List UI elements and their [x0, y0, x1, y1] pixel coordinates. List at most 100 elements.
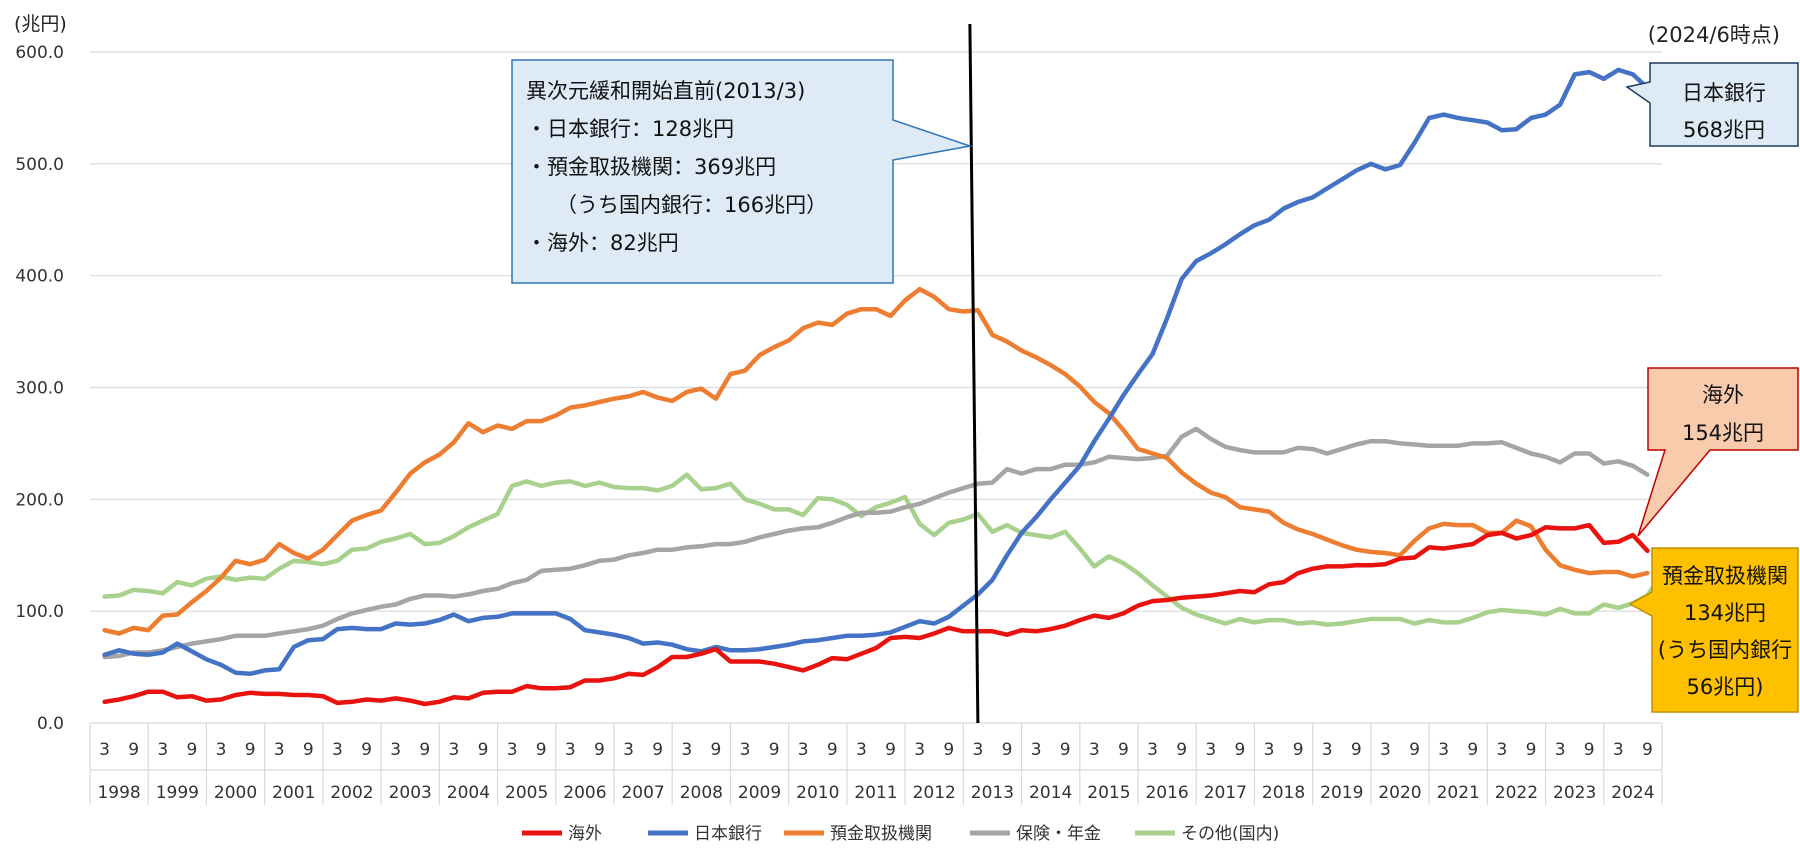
- foreign-callout: 海外 154兆円: [1637, 367, 1799, 537]
- x-month-tick-label: 9: [1293, 740, 1304, 760]
- y-tick-label: 100.0: [15, 602, 64, 622]
- x-month-tick-label: 9: [769, 740, 780, 760]
- x-month-tick-label: 3: [1380, 740, 1391, 760]
- foreign-callout-value: 154兆円: [1682, 421, 1764, 445]
- x-month-tick-label: 3: [740, 740, 751, 760]
- x-year-label: 2012: [913, 783, 956, 803]
- y-tick-label: 0.0: [37, 714, 64, 734]
- x-year-label: 2017: [1204, 783, 1247, 803]
- x-year-label: 2016: [1145, 783, 1188, 803]
- x-month-tick-label: 3: [1031, 740, 1042, 760]
- x-month-tick-label: 3: [1438, 740, 1449, 760]
- x-year-label: 2015: [1087, 783, 1130, 803]
- x-month-tick-label: 9: [303, 740, 314, 760]
- x-year-label: 2000: [214, 783, 257, 803]
- x-month-tick-label: 3: [1147, 740, 1158, 760]
- x-month-tick-label: 9: [1351, 740, 1362, 760]
- x-month-tick-label: 3: [1264, 740, 1275, 760]
- y-unit-label: (兆円): [14, 13, 67, 35]
- x-month-tick-label: 3: [565, 740, 576, 760]
- deposit-callout-value: 134兆円: [1684, 601, 1766, 625]
- x-month-tick-label: 9: [128, 740, 139, 760]
- legend-label: 保険・年金: [1016, 824, 1101, 844]
- y-tick-label: 400.0: [15, 267, 64, 287]
- as-of-label: (2024/6時点): [1648, 23, 1780, 47]
- easing-callout-boj: ・日本銀行：128兆円: [526, 117, 734, 141]
- x-month-tick-label: 3: [157, 740, 168, 760]
- x-month-tick-label: 9: [1409, 740, 1420, 760]
- x-year-label: 2011: [854, 783, 897, 803]
- x-year-label: 2007: [621, 783, 664, 803]
- foreign-callout-name: 海外: [1702, 383, 1744, 407]
- x-month-tick-label: 3: [99, 740, 110, 760]
- y-tick-label: 200.0: [15, 490, 64, 510]
- x-month-tick-label: 9: [1060, 740, 1071, 760]
- x-year-label: 1999: [156, 783, 199, 803]
- y-tick-label: 500.0: [15, 155, 64, 175]
- easing-callout-deposit: ・預金取扱機関：369兆円: [526, 155, 776, 179]
- easing-callout-title: 異次元緩和開始直前(2013/3): [526, 79, 805, 103]
- easing-callout: 異次元緩和開始直前(2013/3) ・日本銀行：128兆円 ・預金取扱機関：36…: [511, 59, 973, 284]
- x-year-label: 2004: [447, 783, 490, 803]
- series-line-2: [102, 67, 1650, 677]
- series-lines: [102, 67, 1665, 707]
- x-month-tick-label: 9: [186, 740, 197, 760]
- x-year-label: 2019: [1320, 783, 1363, 803]
- x-month-tick-label: 9: [594, 740, 605, 760]
- x-month-tick-label: 9: [652, 740, 663, 760]
- x-year-label: 2020: [1378, 783, 1421, 803]
- deposit-callout-name: 預金取扱機関: [1662, 564, 1788, 588]
- x-month-tick-label: 3: [448, 740, 459, 760]
- x-year-label: 2009: [738, 783, 781, 803]
- series-line-1: [102, 522, 1650, 707]
- deposit-callout-box: [1628, 547, 1799, 713]
- x-year-label: 2024: [1611, 783, 1654, 803]
- y-tick-label: 600.0: [15, 43, 64, 63]
- x-month-tick-label: 3: [1555, 740, 1566, 760]
- x-year-label: 2006: [563, 783, 606, 803]
- deposit-callout-domestic-value: 56兆円): [1687, 675, 1764, 699]
- x-year-label: 2013: [971, 783, 1014, 803]
- easing-callout-domestic-banks: （うち国内銀行：166兆円）: [556, 193, 827, 217]
- series-line-4: [102, 426, 1650, 660]
- x-month-tick-label: 9: [536, 740, 547, 760]
- x-year-label: 2021: [1437, 783, 1480, 803]
- x-year-label: 2022: [1495, 783, 1538, 803]
- x-year-label: 1998: [97, 783, 140, 803]
- x-month-tick-label: 9: [885, 740, 896, 760]
- x-month-tick-label: 3: [1089, 740, 1100, 760]
- x-month-tick-label: 9: [710, 740, 721, 760]
- x-month-tick-label: 3: [798, 740, 809, 760]
- x-month-tick-label: 9: [1176, 740, 1187, 760]
- easing-callout-box: [511, 59, 973, 284]
- x-month-tick-label: 9: [1467, 740, 1478, 760]
- x-month-tick-label: 3: [1613, 740, 1624, 760]
- boj-callout-name: 日本銀行: [1682, 81, 1766, 105]
- x-year-label: 2005: [505, 783, 548, 803]
- boj-callout: 日本銀行 568兆円: [1625, 62, 1799, 147]
- x-month-tick-label: 3: [1496, 740, 1507, 760]
- x-month-tick-label: 9: [245, 740, 256, 760]
- x-month-tick-label: 3: [681, 740, 692, 760]
- x-month-tick-label: 3: [216, 740, 227, 760]
- y-tick-label: 300.0: [15, 379, 64, 399]
- x-month-tick-label: 9: [1526, 740, 1537, 760]
- legend-label: 海外: [568, 824, 602, 844]
- x-month-tick-label: 3: [332, 740, 343, 760]
- legend: 海外 日本銀行 預金取扱機関 保険・年金 その他(国内): [522, 824, 1279, 844]
- x-month-tick-label: 3: [274, 740, 285, 760]
- easing-callout-foreign: ・海外：82兆円: [526, 231, 679, 255]
- x-month-tick-label: 9: [361, 740, 372, 760]
- x-month-tick-label: 9: [419, 740, 430, 760]
- y-axis-tick-labels: 0.0 100.0 200.0 300.0 400.0 500.0 600.0: [15, 43, 64, 734]
- x-month-tick-label: 9: [1118, 740, 1129, 760]
- x-month-tick-label: 3: [972, 740, 983, 760]
- x-year-label: 2001: [272, 783, 315, 803]
- x-month-tick-label: 3: [1205, 740, 1216, 760]
- x-month-tick-label: 9: [478, 740, 489, 760]
- x-month-tick-label: 3: [1322, 740, 1333, 760]
- x-year-label: 2008: [680, 783, 723, 803]
- x-year-label: 2014: [1029, 783, 1072, 803]
